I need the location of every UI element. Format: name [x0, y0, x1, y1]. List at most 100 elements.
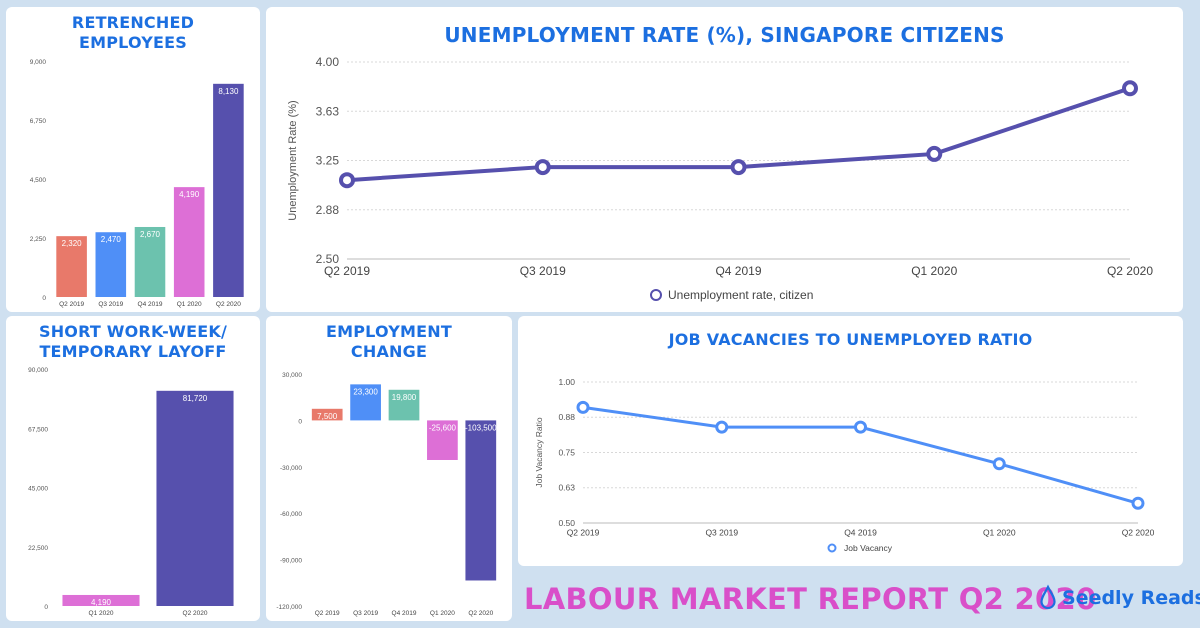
bar [350, 384, 381, 421]
data-point [730, 159, 747, 176]
x-tick-label: Q4 2019 [715, 264, 761, 278]
unemployment-title: UNEMPLOYMENT RATE (%), SINGAPORE CITIZEN… [444, 23, 1005, 47]
employment-title-line2: CHANGE [350, 342, 428, 361]
employment-chart: -120,000 -90,000 -60,000 -30,000 0 30,000 7,50… [276, 372, 497, 617]
data-point [1122, 80, 1138, 97]
x-tick-label: Q3 2019 [705, 528, 738, 538]
retrenched-panel: RETRENCHED EMPLOYEES 0 2,250 4,500 6,750 9,0… [6, 7, 260, 312]
shortweek-title-line1: SHORT WORK-WEEK/ [38, 322, 228, 341]
bar [156, 390, 234, 606]
data-point [992, 457, 1006, 471]
bar-value-label: -25,600 [429, 423, 457, 432]
data-point [576, 400, 590, 414]
y-tick-label: 90,000 [28, 367, 48, 374]
data-point [715, 420, 729, 434]
y-tick-label: 0.88 [558, 412, 575, 422]
vacancies-chart: 0.50 0.63 0.75 0.88 1.00 Q2 2019 Q3 2019 Q4 201… [534, 377, 1155, 553]
x-tick-label: Q2 2019 [324, 264, 370, 278]
y-tick-label: 4.00 [316, 55, 340, 69]
shortweek-chart: 0 22,500 45,000 67,500 90,000 4,190 Q1 2020 81,… [28, 367, 234, 617]
bar [62, 594, 140, 606]
y-tick-label: 2,250 [30, 236, 47, 243]
shortweek-title-line2: TEMPORARY LAYOFF [39, 342, 227, 361]
retrenched-chart: 0 2,250 4,500 6,750 9,000 2,320 Q2 2019 2,470 Q3… [30, 59, 244, 308]
bar-value-label: 19,800 [392, 393, 417, 402]
x-tick-label: Q2 2020 [216, 301, 241, 308]
x-tick-label: Q3 2019 [520, 264, 566, 278]
y-tick-label: -90,000 [280, 558, 302, 565]
bar [95, 232, 127, 297]
y-tick-label: 0 [44, 604, 48, 611]
y-tick-label: 2.50 [316, 252, 340, 266]
y-tick-label: 67,500 [28, 426, 48, 433]
y-tick-label: 4,500 [30, 177, 47, 184]
vacancies-title: JOB VACANCIES TO UNEMPLOYED RATIO [668, 330, 1033, 349]
bar [56, 236, 87, 297]
bar [134, 226, 166, 297]
bar-value-label: -103,500 [465, 423, 497, 432]
y-tick-label: 0.75 [558, 447, 575, 457]
bar-value-label: 4,190 [179, 190, 200, 199]
x-tick-label: Q1 2020 [911, 264, 957, 278]
y-axis-label: Job Vacancy Ratio [534, 417, 544, 488]
x-tick-label: Q2 2020 [1122, 528, 1155, 538]
x-tick-label: Q1 2020 [430, 610, 455, 617]
y-tick-label: 6,750 [30, 118, 47, 125]
y-axis-label: Unemployment Rate (%) [287, 100, 299, 220]
legend-marker-icon [827, 543, 837, 553]
x-tick-label: Q2 2019 [59, 301, 84, 308]
bar [465, 420, 497, 581]
bar-value-label: 2,470 [101, 235, 122, 244]
legend-marker-icon [650, 289, 662, 301]
bar-value-label: 7,500 [317, 412, 338, 421]
y-tick-label: 2.88 [316, 203, 340, 217]
data-point [926, 145, 943, 162]
x-tick-label: Q1 2020 [983, 528, 1016, 538]
retrenched-title-line1: RETRENCHED [71, 13, 195, 32]
unemployment-chart: 2.50 2.88 3.25 3.63 4.00 Q2 2019 Q3 2019 Q4 201… [287, 55, 1153, 302]
x-tick-label: Q1 2020 [177, 301, 202, 308]
x-tick-label: Q3 2019 [353, 610, 378, 617]
y-tick-label: 30,000 [282, 372, 302, 379]
y-tick-label: 3.63 [316, 104, 340, 118]
x-tick-label: Q2 2019 [315, 610, 340, 617]
employment-title-line1: EMPLOYMENT [326, 322, 452, 341]
data-point [1131, 496, 1145, 510]
bar [388, 389, 420, 421]
report-title: LABOUR MARKET REPORT Q2 2020 [524, 582, 1097, 616]
y-tick-label: 0 [42, 295, 46, 302]
shortweek-panel: SHORT WORK-WEEK/ TEMPORARY LAYOFF 0 22,50… [6, 316, 260, 621]
bar-value-label: 2,670 [140, 230, 161, 239]
bar-value-label: 2,320 [62, 239, 83, 248]
x-tick-label: Q4 2019 [138, 301, 163, 308]
x-tick-label: Q2 2020 [1107, 264, 1153, 278]
employment-panel: EMPLOYMENT CHANGE -120,000 -90,000 -60,000… [266, 316, 512, 621]
y-tick-label: 0.63 [558, 483, 575, 493]
bar [427, 420, 458, 460]
y-tick-label: -120,000 [276, 604, 302, 611]
y-tick-label: -30,000 [280, 465, 302, 472]
y-tick-label: 9,000 [30, 59, 47, 66]
legend-label: Unemployment rate, citizen [668, 288, 813, 302]
x-tick-label: Q2 2019 [567, 528, 600, 538]
bar-value-label: 8,130 [218, 87, 239, 96]
y-tick-label: 3.25 [316, 154, 340, 168]
vacancies-panel: JOB VACANCIES TO UNEMPLOYED RATIO 0.50 0.… [518, 316, 1183, 566]
bar [173, 187, 205, 297]
data-point [854, 420, 867, 434]
x-tick-label: Q3 2019 [98, 301, 123, 308]
y-tick-label: 0.50 [558, 518, 575, 528]
brand-name: Seedly Reads [1062, 587, 1200, 609]
bar [213, 83, 244, 298]
water-drop-icon [1040, 584, 1056, 610]
x-tick-label: Q2 2020 [468, 610, 493, 617]
x-tick-label: Q4 2019 [844, 528, 877, 538]
y-tick-label: 1.00 [558, 377, 575, 387]
y-tick-label: 0 [298, 418, 302, 425]
data-point [339, 172, 355, 189]
retrenched-title-line2: EMPLOYEES [78, 33, 187, 52]
bar-value-label: 4,190 [91, 598, 112, 607]
brand-logo[interactable]: Seedly Reads [1040, 584, 1200, 612]
x-tick-label: Q1 2020 [89, 610, 114, 617]
bar-value-label: 23,300 [353, 387, 378, 396]
